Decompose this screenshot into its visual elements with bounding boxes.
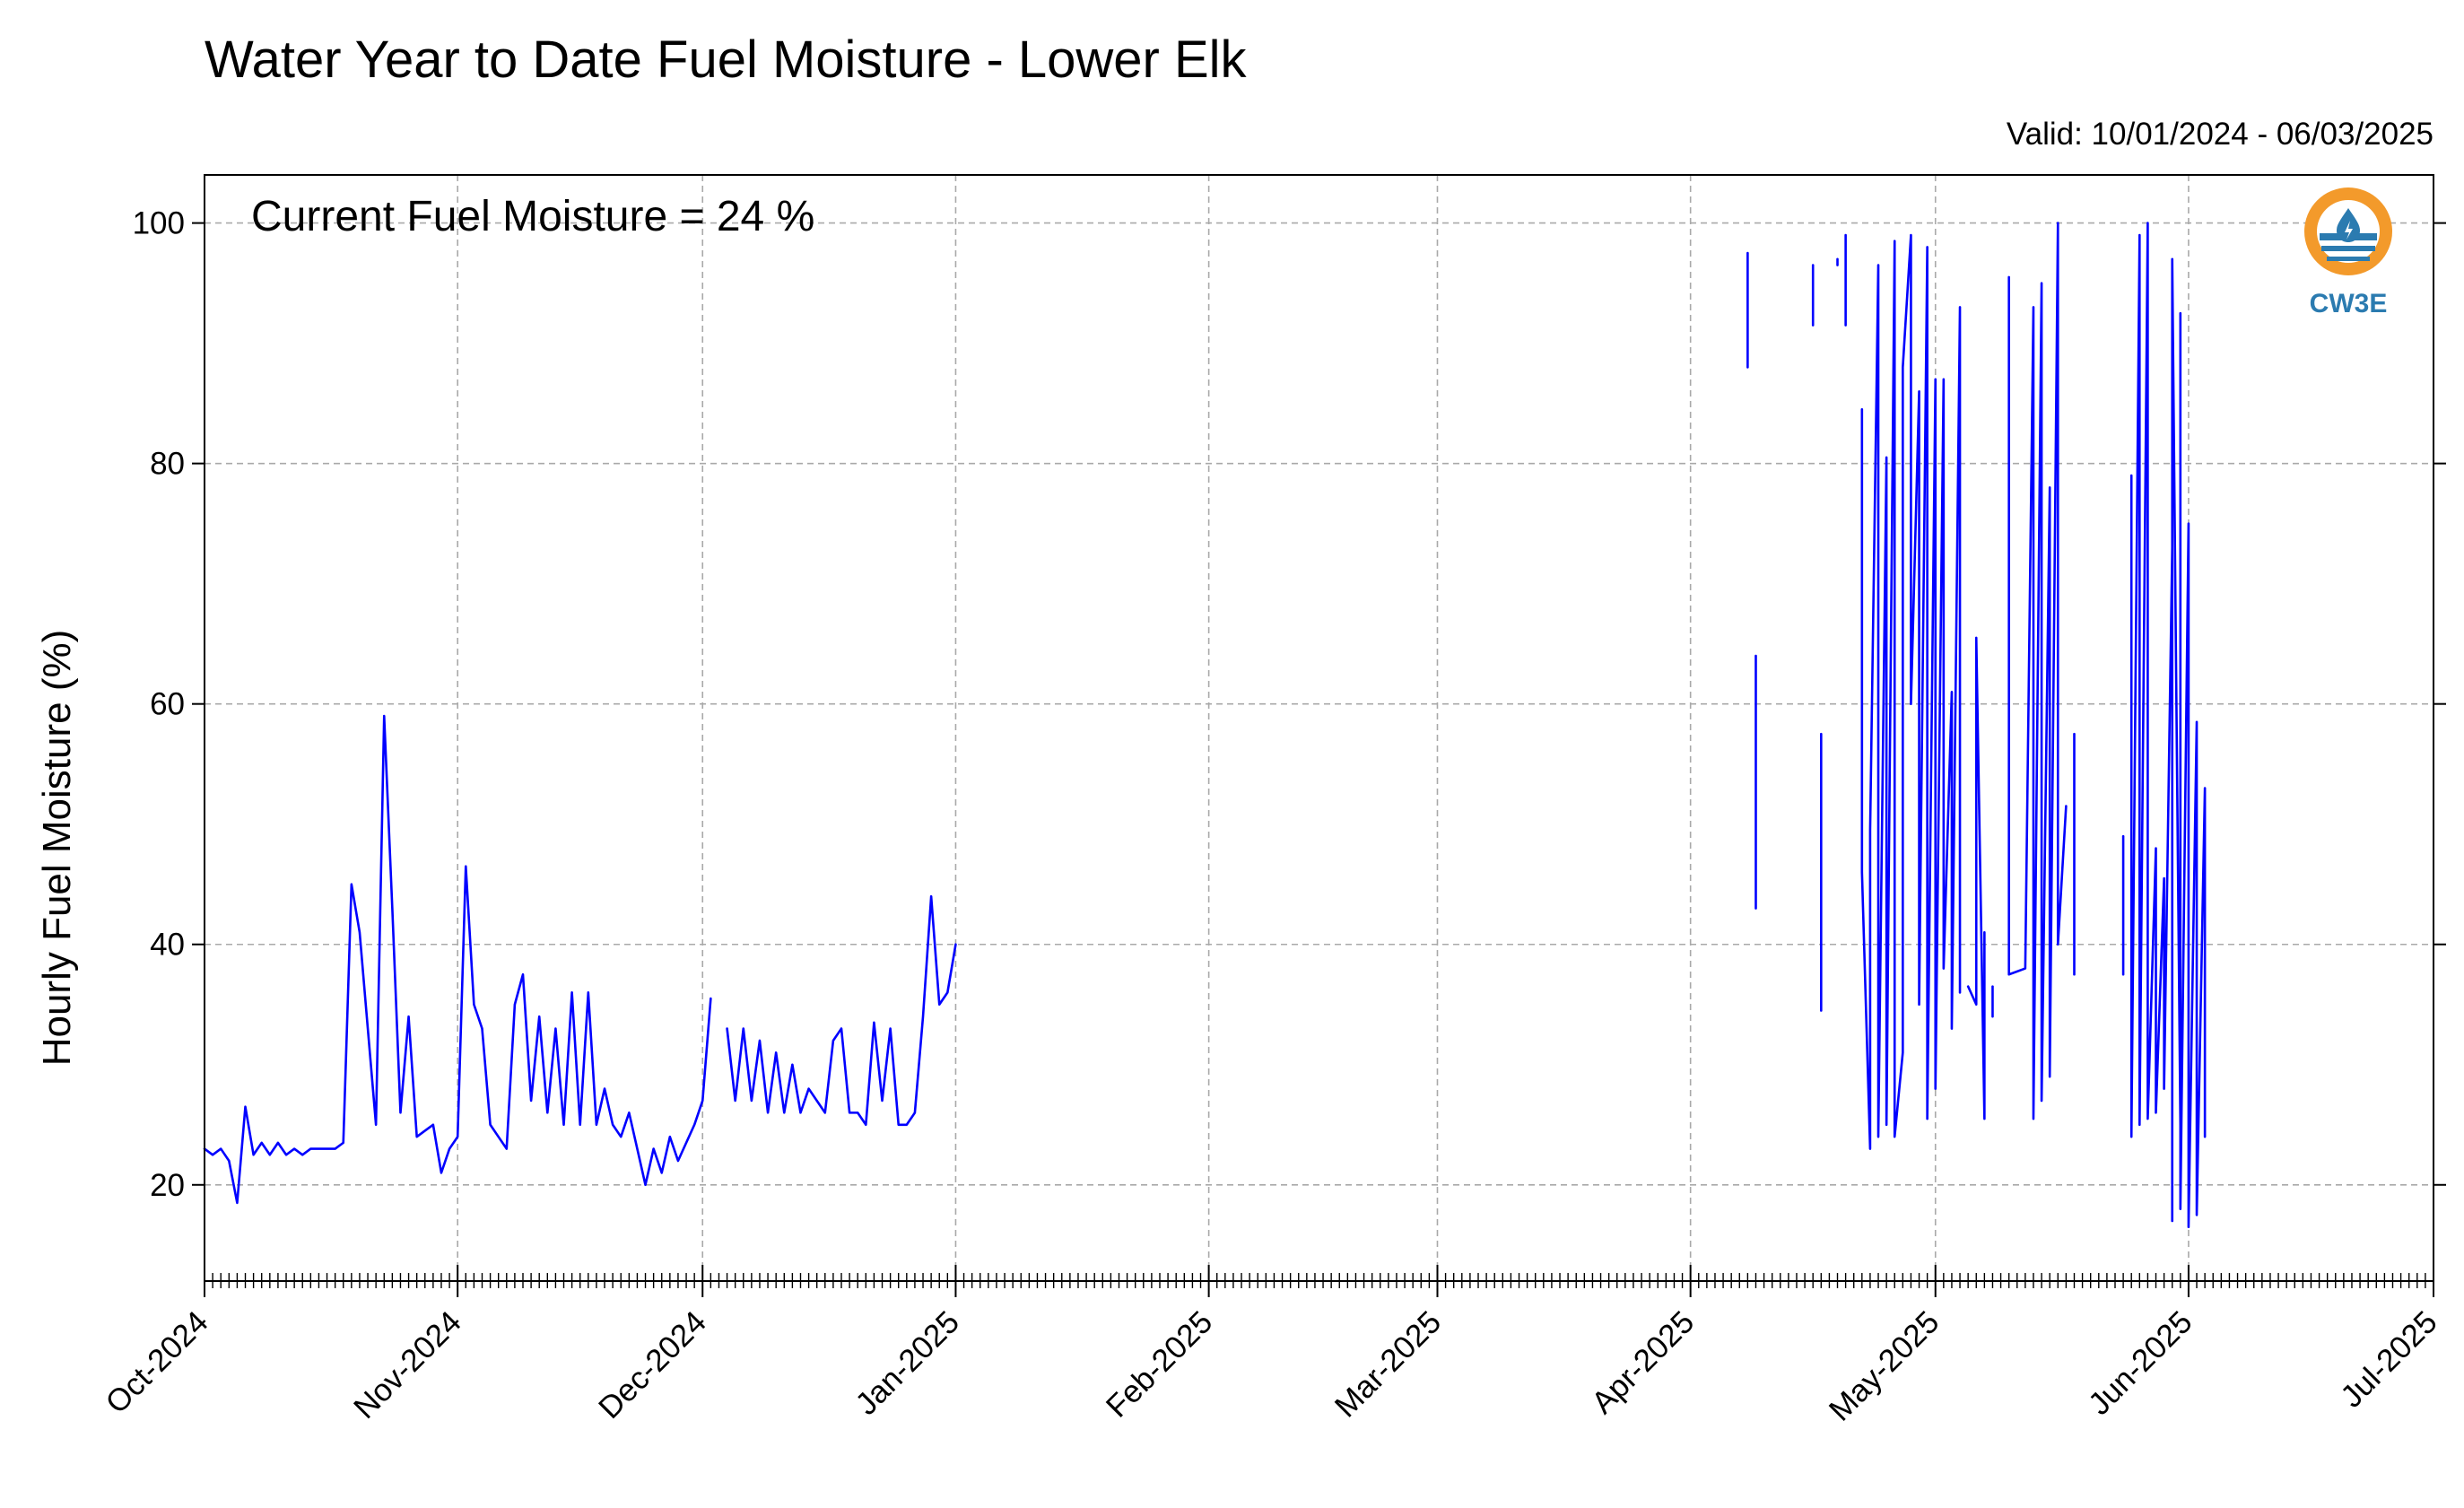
- y-tick-label: 80: [150, 447, 185, 482]
- y-tick-label: 60: [150, 687, 185, 722]
- y-tick-label: 40: [150, 928, 185, 963]
- x-axis: Oct-2024 Nov-2024 Dec-2024 Jan-2025 Feb-2025…: [99, 1265, 2444, 1428]
- annotation-current-moisture: Current Fuel Moisture = 24 %: [251, 193, 814, 240]
- series-line-segment: [2129, 222, 2207, 1228]
- series-line-segment: [203, 714, 712, 1205]
- water-drop-logo-icon: [2304, 187, 2392, 275]
- x-tick-label: May-2025: [1823, 1304, 1946, 1428]
- logo-text: CW3E: [2310, 289, 2388, 318]
- series-lines: [203, 222, 2207, 1228]
- x-tick-label: Jun-2025: [2082, 1304, 2199, 1422]
- y-tick-label: 20: [150, 1168, 185, 1203]
- x-tick-label: Apr-2025: [1585, 1304, 1701, 1420]
- x-tick-label: Jan-2025: [849, 1304, 966, 1422]
- series-line-segment: [1860, 233, 1962, 1150]
- x-tick-label: Feb-2025: [1100, 1304, 1220, 1425]
- x-tick-label: Mar-2025: [1328, 1304, 1448, 1424]
- valid-range: Valid: 10/01/2024 - 06/03/2025: [2007, 117, 2434, 152]
- series-line-segment: [1966, 636, 1986, 1120]
- grid-lines: [205, 175, 2434, 1281]
- series-line-segment: [2007, 222, 2068, 1120]
- chart-title: Water Year to Date Fuel Moisture - Lower…: [205, 31, 1248, 89]
- cw3e-logo: CW3E: [2304, 187, 2392, 318]
- x-tick-label: Jul-2025: [2334, 1304, 2444, 1415]
- y-tick-label: 100: [133, 206, 185, 241]
- plot-area-frame: [204, 174, 2434, 1282]
- x-tick-label: Nov-2024: [347, 1304, 468, 1425]
- y-axis-label: Hourly Fuel Moisture (%): [35, 630, 79, 1067]
- x-tick-label: Oct-2024: [99, 1304, 214, 1420]
- series-line-segment: [726, 894, 957, 1127]
- y-axis: 20 40 60 80 100: [133, 206, 2446, 1203]
- x-tick-label: Dec-2024: [592, 1304, 713, 1425]
